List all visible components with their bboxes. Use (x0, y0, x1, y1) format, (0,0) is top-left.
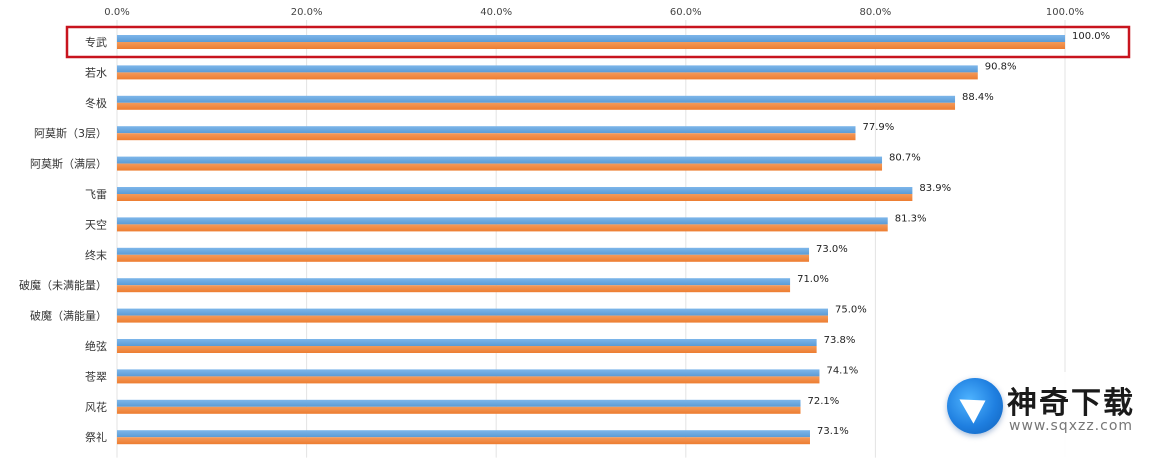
bar-series-2 (117, 376, 820, 384)
category-label: 绝弦 (85, 339, 107, 353)
bar-series-1 (117, 399, 801, 407)
bar-series-1 (117, 187, 913, 194)
bar-series-2 (117, 285, 791, 293)
x-tick-label: 60.0% (670, 7, 702, 18)
x-tick-label: 20.0% (291, 7, 323, 18)
bar-series-1 (117, 247, 810, 255)
data-label: 73.8% (824, 335, 856, 346)
category-label: 专武 (85, 35, 107, 49)
category-label: 阿莫斯（满层） (30, 158, 107, 171)
category-label: 终末 (85, 248, 107, 262)
bar-series-1 (117, 430, 810, 438)
watermark-url: www.sqxzz.com (1009, 418, 1134, 434)
bar-series-1 (117, 156, 883, 164)
data-label: 74.1% (826, 365, 858, 376)
bar-series-1 (117, 278, 791, 286)
category-label: 风花 (85, 401, 107, 414)
data-label: 77.9% (862, 122, 894, 133)
category-label: 飞雷 (85, 188, 107, 201)
data-label: 90.8% (985, 61, 1017, 72)
data-label: 83.9% (919, 183, 951, 194)
bar-series-2 (117, 254, 810, 262)
category-label: 破魔（未满能量） (19, 278, 107, 292)
data-label: 73.1% (817, 426, 849, 437)
category-label: 苍翠 (85, 370, 107, 383)
x-tick-label: 0.0% (104, 7, 129, 18)
category-label: 破魔（满能量） (30, 309, 107, 323)
category-label: 阿莫斯（3层） (34, 127, 107, 140)
bar-series-2 (117, 42, 1065, 49)
x-tick-label: 40.0% (480, 7, 512, 18)
data-label: 100.0% (1072, 31, 1110, 42)
bar-series-1 (117, 65, 978, 73)
bar-series-1 (117, 95, 956, 103)
bar-series-2 (117, 406, 801, 414)
bar-series-1 (117, 126, 856, 134)
highlight-box (65, 25, 1131, 59)
bar-series-1 (117, 369, 820, 377)
bar-series-2 (117, 133, 856, 141)
watermark-name: 神奇下载 (1007, 386, 1135, 421)
data-label: 80.7% (889, 153, 921, 164)
bar-series-1 (117, 217, 888, 225)
data-label: 72.1% (808, 396, 840, 407)
category-label: 天空 (85, 217, 107, 231)
bar-series-2 (117, 315, 828, 323)
data-label: 81.3% (895, 213, 927, 224)
bar-series-1 (117, 308, 828, 316)
data-label: 73.0% (816, 244, 848, 255)
bar-series-2 (117, 437, 810, 445)
category-label: 冬极 (85, 96, 107, 110)
bar-series-1 (117, 339, 817, 346)
watermark: 神奇下载 www.sqxzz.com (935, 372, 1163, 460)
bar-series-2 (117, 194, 913, 201)
x-tick-label: 80.0% (860, 7, 892, 18)
bar-series-2 (117, 72, 978, 80)
data-label: 71.0% (797, 274, 829, 285)
category-label: 祭礼 (85, 430, 107, 444)
category-label: 若水 (85, 66, 107, 79)
x-tick-label: 100.0% (1046, 7, 1084, 18)
bar-series-2 (117, 224, 888, 232)
bar-series-2 (117, 102, 956, 110)
data-label: 88.4% (962, 92, 994, 103)
watermark-logo-icon (947, 378, 1003, 434)
bar-series-2 (117, 346, 817, 353)
data-label: 75.0% (835, 305, 867, 316)
bar-series-2 (117, 163, 883, 171)
bar-series-1 (117, 35, 1065, 42)
